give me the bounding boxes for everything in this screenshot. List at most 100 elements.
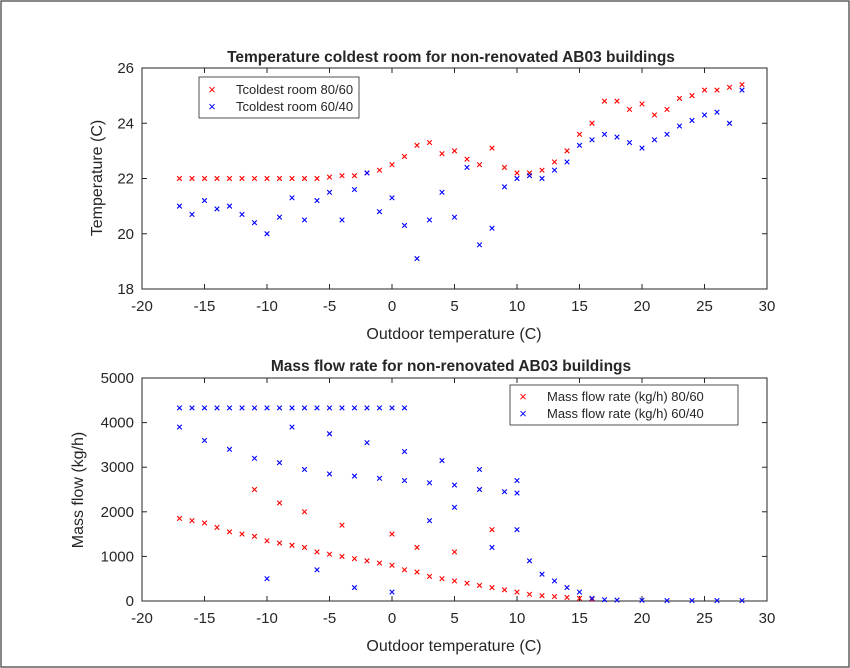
data-point [326,174,333,180]
x-tick-label: 0 [388,610,396,627]
data-point [601,98,608,104]
data-point [614,597,620,603]
data-point [514,170,520,176]
chart-title: Temperature coldest room for non-renovat… [227,49,675,66]
data-point [314,405,320,411]
data-point [364,439,370,446]
x-tick-label: 15 [571,610,588,627]
data-point [589,120,595,126]
data-point [526,591,533,597]
data-point [176,175,183,182]
data-point [426,217,433,223]
data-point [301,217,308,223]
data-point [326,431,333,437]
data-point [451,578,458,584]
data-point [551,593,558,600]
data-point [276,214,283,220]
data-point [689,117,695,124]
y-tick-label: 20 [117,226,134,243]
data-point [439,150,445,157]
data-point [501,587,508,593]
data-point [601,596,608,603]
data-point [426,480,433,486]
data-point [739,81,745,88]
x-tick-label: 10 [509,298,526,315]
mass-flow-panel: Mass flow rate for non-renovated AB03 bu… [70,358,775,655]
data-point [339,522,345,528]
data-point [626,139,633,146]
data-point [301,509,308,515]
data-point [301,175,308,182]
data-point [501,184,508,190]
data-point [539,592,545,599]
y-tick-label: 24 [117,115,134,132]
data-point [176,203,183,209]
data-point [239,405,245,411]
data-point [389,405,395,411]
x-tick-label: -15 [194,298,216,315]
data-point [339,173,345,179]
legend: × Tcoldest room 80/60 × Tcoldest room 60… [198,76,360,119]
data-point [264,538,270,544]
x-tick-label: -15 [194,610,216,627]
y-axis-label: Mass flow (kg/h) [70,432,87,548]
data-point [276,500,283,506]
data-point [389,562,395,569]
legend-entry: Mass flow rate (kg/h) 80/60 [547,389,704,404]
data-point [514,526,520,533]
data-point [389,531,395,537]
data-point [701,87,708,93]
data-point [214,405,220,411]
y-tick-label: 18 [117,281,134,298]
data-point [651,112,658,118]
data-point [451,148,458,154]
x-tick-label: -10 [256,610,278,627]
scatter-points [176,81,745,262]
data-point [576,131,583,137]
data-point [714,109,720,115]
data-point [501,164,508,171]
data-point [339,405,345,411]
x-tick-label: 5 [450,610,458,627]
legend-marker-blue-icon: × [519,406,527,421]
data-point [251,455,258,461]
data-point [251,220,258,226]
data-point [514,490,520,496]
data-point [364,558,370,564]
data-point [301,544,308,551]
data-point [414,255,420,262]
data-point [739,87,745,93]
data-point [201,197,208,204]
x-tick-label: 25 [696,298,713,315]
data-point [576,589,583,595]
data-point [514,175,520,182]
data-point [576,595,583,602]
data-point [564,584,570,591]
data-point [726,120,733,126]
legend-marker-red-icon: × [519,389,527,404]
data-point [226,405,233,411]
legend: × Mass flow rate (kg/h) 80/60 × Mass flo… [509,384,739,426]
data-point [176,515,183,522]
x-axis-label: Outdoor temperature (C) [366,638,541,655]
data-point [289,424,295,430]
data-point [426,518,433,524]
data-point [539,571,545,577]
data-point [339,553,345,560]
data-point [614,98,620,104]
legend-entry: Tcoldest room 80/60 [236,82,353,97]
data-point [251,486,258,493]
y-tick-label: 4000 [101,415,134,432]
data-point [664,106,670,113]
data-point [314,567,320,573]
data-point [239,211,245,218]
data-point [401,477,408,484]
y-tick-label: 1000 [101,548,134,565]
data-point [439,457,445,464]
data-point [414,569,420,575]
data-point [601,131,608,137]
x-tick-label: 10 [509,610,526,627]
data-point [539,175,545,182]
data-point [201,520,208,526]
legend-box [198,76,360,119]
